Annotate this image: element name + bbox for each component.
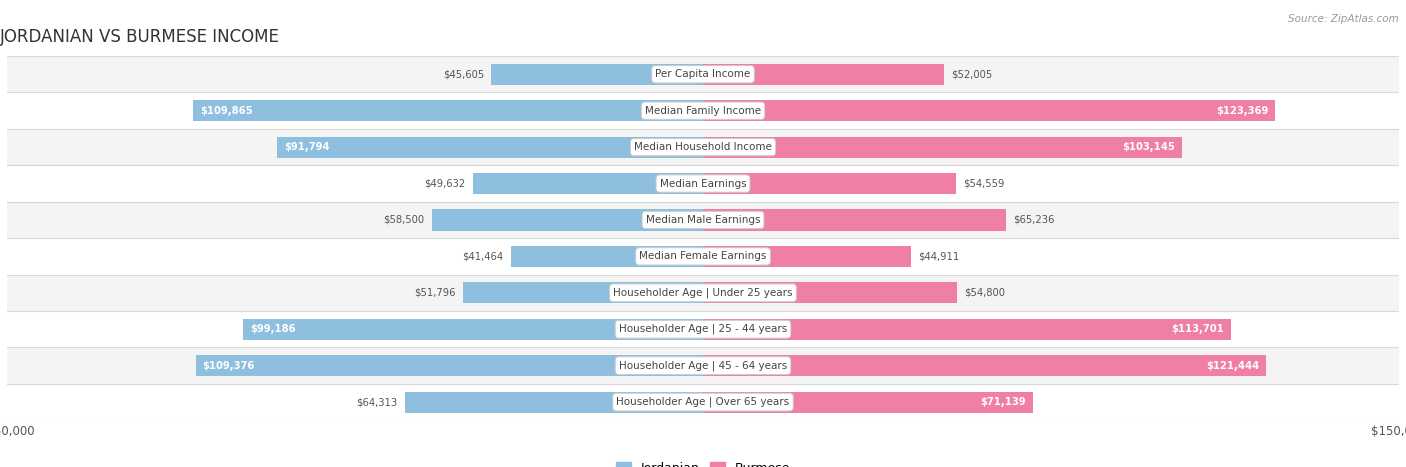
Bar xyxy=(7,92,1399,129)
Text: Median Male Earnings: Median Male Earnings xyxy=(645,215,761,225)
Bar xyxy=(703,391,1033,413)
Text: $121,444: $121,444 xyxy=(1206,361,1260,371)
Text: $52,005: $52,005 xyxy=(952,69,993,79)
Text: Householder Age | Under 25 years: Householder Age | Under 25 years xyxy=(613,288,793,298)
Bar xyxy=(7,56,1399,92)
Text: $54,800: $54,800 xyxy=(965,288,1005,298)
Text: $91,794: $91,794 xyxy=(284,142,329,152)
Bar xyxy=(703,64,945,85)
Legend: Jordanian, Burmese: Jordanian, Burmese xyxy=(610,457,796,467)
Bar xyxy=(405,391,703,413)
Bar xyxy=(472,173,703,194)
Text: Median Female Earnings: Median Female Earnings xyxy=(640,251,766,262)
Bar xyxy=(703,100,1275,121)
Bar xyxy=(703,209,1005,231)
Text: $54,559: $54,559 xyxy=(963,178,1004,189)
Bar xyxy=(7,311,1399,347)
Text: $65,236: $65,236 xyxy=(1012,215,1054,225)
Bar xyxy=(7,275,1399,311)
Bar xyxy=(510,246,703,267)
Text: $41,464: $41,464 xyxy=(463,251,503,262)
Bar xyxy=(243,318,703,340)
Text: Median Earnings: Median Earnings xyxy=(659,178,747,189)
Text: JORDANIAN VS BURMESE INCOME: JORDANIAN VS BURMESE INCOME xyxy=(0,28,280,46)
Bar xyxy=(193,100,703,121)
Text: $71,139: $71,139 xyxy=(980,397,1026,407)
Text: $103,145: $103,145 xyxy=(1122,142,1174,152)
Text: $44,911: $44,911 xyxy=(918,251,959,262)
Bar xyxy=(7,347,1399,384)
Text: Median Family Income: Median Family Income xyxy=(645,106,761,116)
Text: Median Household Income: Median Household Income xyxy=(634,142,772,152)
Bar xyxy=(7,202,1399,238)
Text: $64,313: $64,313 xyxy=(357,397,398,407)
Text: $45,605: $45,605 xyxy=(443,69,485,79)
Bar xyxy=(7,384,1399,420)
Text: Householder Age | 45 - 64 years: Householder Age | 45 - 64 years xyxy=(619,361,787,371)
Bar xyxy=(7,165,1399,202)
Bar xyxy=(277,136,703,158)
Bar xyxy=(7,238,1399,275)
Text: $58,500: $58,500 xyxy=(384,215,425,225)
Bar xyxy=(492,64,703,85)
Bar xyxy=(7,129,1399,165)
Bar xyxy=(703,246,911,267)
Bar xyxy=(463,282,703,304)
Text: $51,796: $51,796 xyxy=(415,288,456,298)
Text: $109,376: $109,376 xyxy=(202,361,254,371)
Text: Source: ZipAtlas.com: Source: ZipAtlas.com xyxy=(1288,14,1399,24)
Text: $109,865: $109,865 xyxy=(200,106,253,116)
Text: Per Capita Income: Per Capita Income xyxy=(655,69,751,79)
Bar xyxy=(703,136,1181,158)
Text: Householder Age | Over 65 years: Householder Age | Over 65 years xyxy=(616,397,790,407)
Bar xyxy=(703,282,957,304)
Text: $123,369: $123,369 xyxy=(1216,106,1268,116)
Bar xyxy=(432,209,703,231)
Bar xyxy=(703,173,956,194)
Text: $99,186: $99,186 xyxy=(250,324,295,334)
Bar xyxy=(703,355,1267,376)
Text: $49,632: $49,632 xyxy=(425,178,465,189)
Text: Householder Age | 25 - 44 years: Householder Age | 25 - 44 years xyxy=(619,324,787,334)
Bar xyxy=(703,318,1230,340)
Text: $113,701: $113,701 xyxy=(1171,324,1223,334)
Bar xyxy=(195,355,703,376)
